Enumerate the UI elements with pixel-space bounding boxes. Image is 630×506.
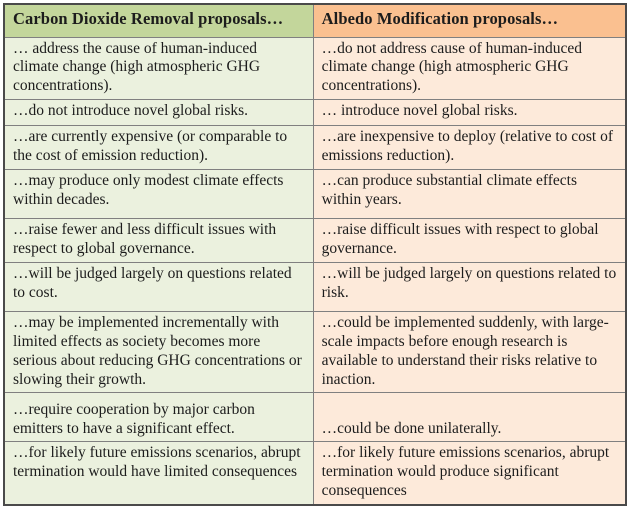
albedo-cell: …will be judged largely on questions rel… — [312, 261, 627, 312]
column-header-albedo-modification: Albedo Modification proposals… — [312, 3, 627, 38]
table-row: …may be implemented incrementally with l… — [3, 310, 627, 394]
cdr-cell: … address the cause of human-induced cli… — [3, 36, 314, 101]
albedo-cell: …do not address cause of human-induced c… — [312, 36, 627, 101]
table-row: …may produce only modest climate effects… — [3, 169, 627, 220]
albedo-cell: …could be implemented suddenly, with lar… — [312, 310, 627, 394]
albedo-cell: …are inexpensive to deploy (relative to … — [312, 125, 627, 171]
table-header-row: Carbon Dioxide Removal proposals… Albedo… — [3, 3, 627, 38]
table-row: …require cooperation by major carbon emi… — [3, 392, 627, 443]
cdr-cell: …for likely future emissions scenarios, … — [3, 441, 314, 506]
albedo-cell: … introduce novel global risks. — [312, 99, 627, 127]
cdr-cell: …may produce only modest climate effects… — [3, 169, 314, 220]
cdr-cell: …may be implemented incrementally with l… — [3, 310, 314, 394]
cdr-vs-albedo-comparison-table: Carbon Dioxide Removal proposals… Albedo… — [3, 3, 627, 506]
table-row: …will be judged largely on questions rel… — [3, 261, 627, 312]
cdr-cell: …are currently expensive (or comparable … — [3, 125, 314, 171]
column-header-carbon-dioxide-removal: Carbon Dioxide Removal proposals… — [3, 3, 314, 38]
albedo-cell: …raise difficult issues with respect to … — [312, 218, 627, 263]
table-row: …do not introduce novel global risks. … … — [3, 99, 627, 127]
comparison-table-container: Carbon Dioxide Removal proposals… Albedo… — [3, 3, 627, 506]
cdr-cell: …require cooperation by major carbon emi… — [3, 392, 314, 443]
cdr-cell: …do not introduce novel global risks. — [3, 99, 314, 127]
table-row: …raise fewer and less difficult issues w… — [3, 218, 627, 263]
albedo-cell: …for likely future emissions scenarios, … — [312, 441, 627, 506]
albedo-cell: …can produce substantial climate effects… — [312, 169, 627, 220]
table-row: … address the cause of human-induced cli… — [3, 36, 627, 101]
table-row: …for likely future emissions scenarios, … — [3, 441, 627, 506]
cdr-cell: …raise fewer and less difficult issues w… — [3, 218, 314, 263]
cdr-cell: …will be judged largely on questions rel… — [3, 261, 314, 312]
table-row: …are currently expensive (or comparable … — [3, 125, 627, 171]
albedo-cell: …could be done unilaterally. — [312, 392, 627, 443]
